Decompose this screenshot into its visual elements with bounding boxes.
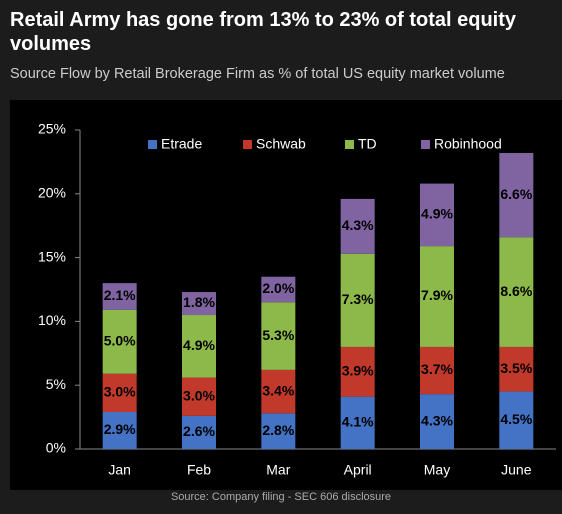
y-tick-label: 15% (38, 248, 66, 264)
value-label: 2.8% (262, 422, 294, 438)
x-tick-label: Feb (187, 462, 211, 478)
bar-segment (182, 315, 216, 378)
chart: 0% 5% 10% 15% 20% 25% Jan 2.9% 3.0% 5.0% 2.1% Feb 2.… (10, 100, 562, 490)
bar-segment (340, 396, 375, 449)
legend-label: Etrade (161, 136, 202, 152)
value-label: 5.3% (262, 327, 294, 343)
value-label: 6.6% (500, 186, 532, 202)
legend-label: Robinhood (434, 136, 502, 152)
bar-segment (102, 283, 137, 310)
bar-segment (102, 309, 137, 374)
bar-segment (261, 276, 296, 303)
bar-segment (182, 377, 216, 416)
bar-segment (340, 346, 375, 397)
bar-segment (499, 237, 534, 347)
bar-segment (102, 411, 137, 449)
bar-segment (261, 413, 296, 449)
bar-segment (340, 198, 375, 254)
legend-swatch (148, 140, 157, 149)
y-tick-label: 20% (38, 185, 66, 201)
value-label: 2.9% (104, 421, 136, 437)
legend-swatch (243, 140, 252, 149)
legend-swatch (345, 140, 354, 149)
chart-title: Retail Army has gone from 13% to 23% of … (10, 9, 517, 55)
bar-segment (420, 346, 454, 395)
value-label: 4.5% (500, 411, 532, 427)
value-label: 3.9% (342, 363, 374, 379)
bar-segment (261, 369, 296, 414)
bar-segment (182, 292, 216, 316)
bar-segment (499, 346, 534, 392)
bar-segment (420, 183, 454, 247)
value-label: 4.3% (421, 412, 453, 428)
y-tick-label: 25% (38, 121, 66, 137)
x-tick-label: April (344, 462, 372, 478)
value-label: 2.1% (104, 287, 136, 303)
bar-segment (261, 302, 296, 370)
bar-segment (102, 373, 137, 412)
value-label: 2.6% (183, 423, 215, 439)
legend-label: TD (358, 136, 377, 152)
bar-segment (182, 415, 216, 449)
value-label: 4.9% (421, 206, 453, 222)
value-label: 4.1% (342, 414, 374, 430)
value-label: 4.9% (183, 337, 215, 353)
y-tick-label: 10% (38, 312, 66, 328)
bar-segment (499, 152, 534, 238)
y-tick-label: 5% (46, 376, 66, 392)
legend-label: Schwab (256, 136, 306, 152)
legend-swatch (421, 140, 430, 149)
value-label: 4.3% (342, 217, 374, 233)
value-label: 3.0% (104, 384, 136, 400)
value-label: 8.6% (500, 283, 532, 299)
value-label: 5.0% (104, 333, 136, 349)
value-label: 1.8% (183, 294, 215, 310)
x-tick-label: Mar (266, 462, 290, 478)
x-tick-label: Jan (108, 462, 131, 478)
bar-segment (499, 391, 534, 449)
bar-segment (420, 394, 454, 449)
y-tick-label: 0% (46, 440, 66, 456)
value-label: 3.0% (183, 387, 215, 403)
value-label: 7.9% (421, 287, 453, 303)
value-label: 3.4% (262, 382, 294, 398)
chart-subtitle: Source Flow by Retail Brokerage Firm as … (10, 66, 505, 82)
bar-segment (420, 246, 454, 347)
value-label: 2.0% (262, 280, 294, 296)
source-note: Source: Company filing - SEC 606 disclos… (170, 491, 392, 503)
value-label: 3.5% (500, 360, 532, 376)
x-tick-label: May (424, 462, 450, 478)
bar-segment (340, 253, 375, 347)
value-label: 7.3% (342, 291, 374, 307)
value-label: 3.7% (421, 361, 453, 377)
x-tick-label: June (501, 462, 532, 478)
